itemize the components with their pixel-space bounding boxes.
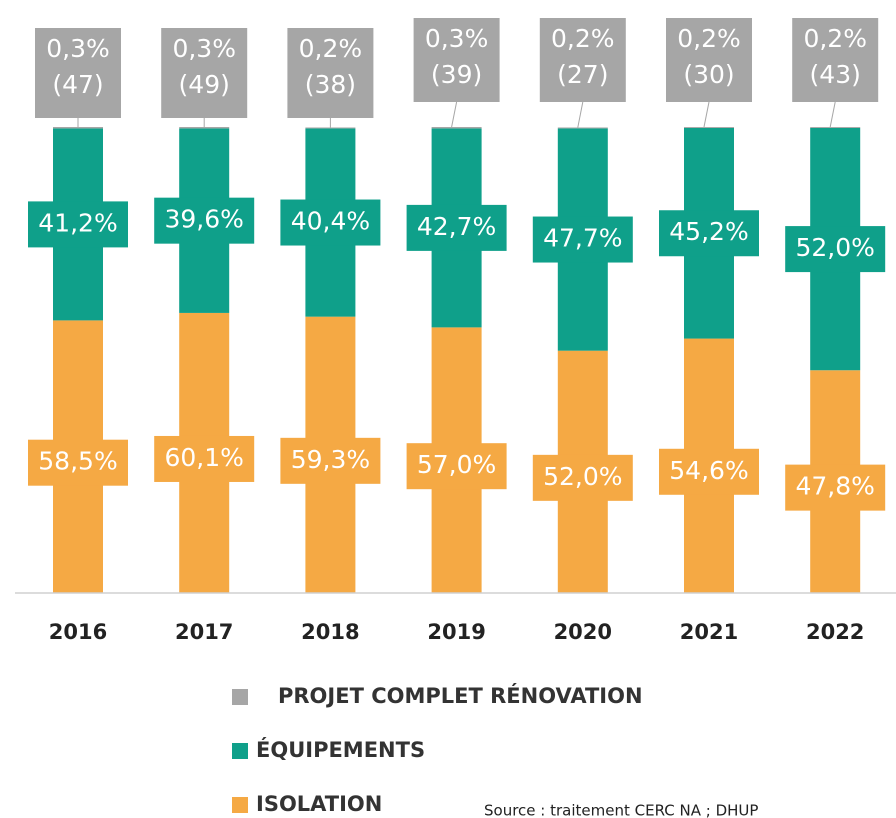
bar-segment	[179, 127, 230, 129]
label-box	[659, 210, 759, 257]
data-label: 0,2%	[677, 24, 741, 53]
legend-label: ÉQUIPEMENTS	[256, 737, 425, 762]
data-label: 41,2%	[38, 208, 117, 237]
label-box	[785, 464, 886, 511]
label-box	[532, 454, 633, 501]
data-label: 0,2%	[551, 24, 615, 53]
label-box	[406, 443, 507, 490]
data-label: 0,2%	[299, 34, 363, 63]
bar-segment	[810, 127, 861, 128]
label-box	[154, 197, 255, 244]
x-tick-label: 2019	[427, 620, 485, 644]
legend-swatch	[232, 743, 248, 759]
label-box	[35, 28, 121, 118]
legend-label: PROJET COMPLET RÉNOVATION	[278, 683, 643, 708]
data-label: 0,3%	[46, 34, 110, 63]
count-label: (27)	[557, 60, 608, 89]
bar-segment	[53, 127, 103, 129]
leader-line	[703, 101, 710, 128]
legend-swatch	[232, 689, 248, 705]
bar-segment	[431, 127, 482, 129]
data-label: 54,6%	[669, 456, 748, 485]
label-box	[792, 18, 879, 102]
data-label: 60,1%	[164, 443, 243, 472]
data-label: 47,8%	[795, 472, 874, 501]
count-label: (49)	[179, 70, 230, 99]
bar-segment	[557, 127, 608, 129]
data-label: 0,3%	[425, 24, 489, 53]
data-label: 0,3%	[172, 34, 236, 63]
label-box	[785, 226, 886, 273]
leader-line	[829, 101, 836, 128]
label-box	[406, 204, 507, 251]
x-tick-label: 2017	[175, 620, 233, 644]
bar-segment	[305, 127, 356, 129]
label-box	[161, 28, 248, 118]
data-label: 39,6%	[164, 205, 243, 234]
x-tick-label: 2022	[806, 620, 864, 644]
data-label: 40,4%	[291, 207, 370, 236]
data-label: 0,2%	[803, 24, 867, 53]
data-label: 52,0%	[795, 233, 874, 262]
data-label: 45,2%	[669, 217, 748, 246]
count-label: (43)	[810, 60, 861, 89]
label-box	[280, 437, 381, 484]
label-box	[28, 439, 128, 486]
label-box	[154, 435, 255, 482]
label-box	[413, 18, 500, 102]
x-tick-label: 2020	[554, 620, 612, 644]
leader-line	[451, 101, 458, 128]
count-label: (39)	[431, 60, 482, 89]
bar-segment	[684, 127, 734, 128]
count-label: (38)	[305, 70, 356, 99]
legend-label: ISOLATION	[256, 792, 382, 816]
x-tick-label: 2016	[49, 620, 107, 644]
data-label: 52,0%	[543, 462, 622, 491]
x-tick-label: 2018	[301, 620, 359, 644]
count-label: (47)	[52, 70, 103, 99]
label-box	[659, 448, 759, 495]
data-label: 59,3%	[291, 445, 370, 474]
x-tick-label: 2021	[680, 620, 738, 644]
label-box	[280, 199, 381, 246]
label-box	[532, 216, 633, 263]
label-box	[28, 201, 128, 248]
label-box	[666, 18, 752, 102]
count-label: (30)	[683, 60, 734, 89]
data-label: 57,0%	[417, 450, 496, 479]
data-label: 47,7%	[543, 224, 622, 253]
label-box	[287, 28, 374, 118]
data-label: 58,5%	[38, 447, 117, 476]
legend-swatch	[232, 797, 248, 813]
data-label: 42,7%	[417, 212, 496, 241]
leader-line	[577, 101, 584, 128]
label-box	[539, 18, 626, 102]
source: Source : traitement CERC NA ; DHUP	[484, 802, 758, 818]
